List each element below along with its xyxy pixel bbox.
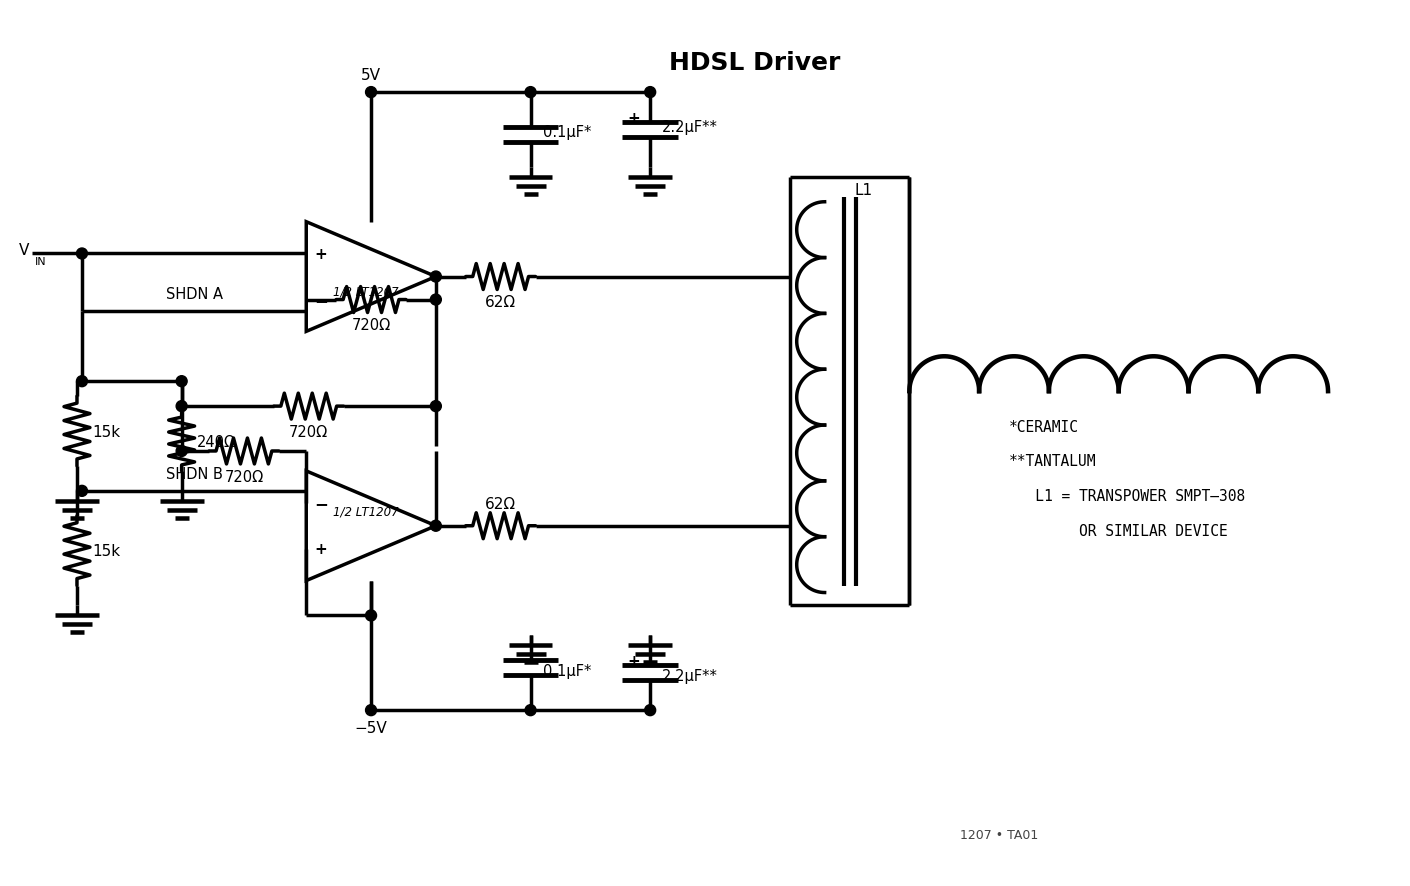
Circle shape	[430, 401, 441, 412]
Circle shape	[365, 705, 376, 716]
Circle shape	[176, 377, 188, 387]
Text: 2.2μF**: 2.2μF**	[663, 120, 718, 136]
Text: OR SIMILAR DEVICE: OR SIMILAR DEVICE	[1010, 524, 1228, 539]
Text: 720Ω: 720Ω	[224, 470, 264, 485]
Text: 240Ω: 240Ω	[196, 434, 235, 449]
Circle shape	[430, 295, 441, 306]
Text: *CERAMIC: *CERAMIC	[1010, 419, 1079, 434]
Text: +: +	[314, 246, 327, 261]
Text: 2.2μF**: 2.2μF**	[663, 668, 718, 683]
Text: 0.1μF*: 0.1μF*	[543, 663, 591, 678]
Circle shape	[365, 88, 376, 98]
Text: 1/2 LT1207: 1/2 LT1207	[333, 285, 399, 299]
Circle shape	[176, 401, 188, 412]
Text: 62Ω: 62Ω	[485, 496, 516, 511]
Text: +: +	[627, 111, 640, 126]
Text: +: +	[627, 653, 640, 668]
Circle shape	[176, 446, 188, 457]
Text: HDSL Driver: HDSL Driver	[670, 51, 840, 75]
Text: SHDN A: SHDN A	[165, 287, 223, 302]
Circle shape	[76, 249, 87, 260]
Text: −: −	[314, 494, 329, 512]
Circle shape	[525, 88, 536, 98]
Circle shape	[644, 705, 656, 716]
Text: 15k: 15k	[92, 543, 120, 558]
Text: 1/2 LT1207: 1/2 LT1207	[333, 505, 399, 517]
Text: 720Ω: 720Ω	[289, 424, 329, 439]
Circle shape	[365, 610, 376, 621]
Circle shape	[76, 377, 87, 387]
Text: 1207 • TA01: 1207 • TA01	[960, 828, 1038, 842]
Text: L1: L1	[854, 183, 873, 198]
Circle shape	[430, 521, 441, 532]
Text: 62Ω: 62Ω	[485, 295, 516, 310]
Text: SHDN B: SHDN B	[165, 466, 223, 481]
Text: **TANTALUM: **TANTALUM	[1010, 454, 1097, 469]
Circle shape	[76, 486, 87, 497]
Text: L1 = TRANSPOWER SMPT–308: L1 = TRANSPOWER SMPT–308	[1010, 489, 1245, 504]
Text: V: V	[18, 243, 30, 258]
Text: −: −	[314, 291, 329, 309]
Text: 15k: 15k	[92, 424, 120, 439]
Text: 0.1μF*: 0.1μF*	[543, 125, 591, 140]
Text: +: +	[314, 541, 327, 556]
Text: −5V: −5V	[355, 720, 388, 735]
Text: 5V: 5V	[361, 68, 381, 83]
Circle shape	[644, 88, 656, 98]
Circle shape	[525, 705, 536, 716]
Circle shape	[430, 272, 441, 283]
Text: 720Ω: 720Ω	[351, 318, 391, 333]
Text: IN: IN	[35, 257, 47, 268]
